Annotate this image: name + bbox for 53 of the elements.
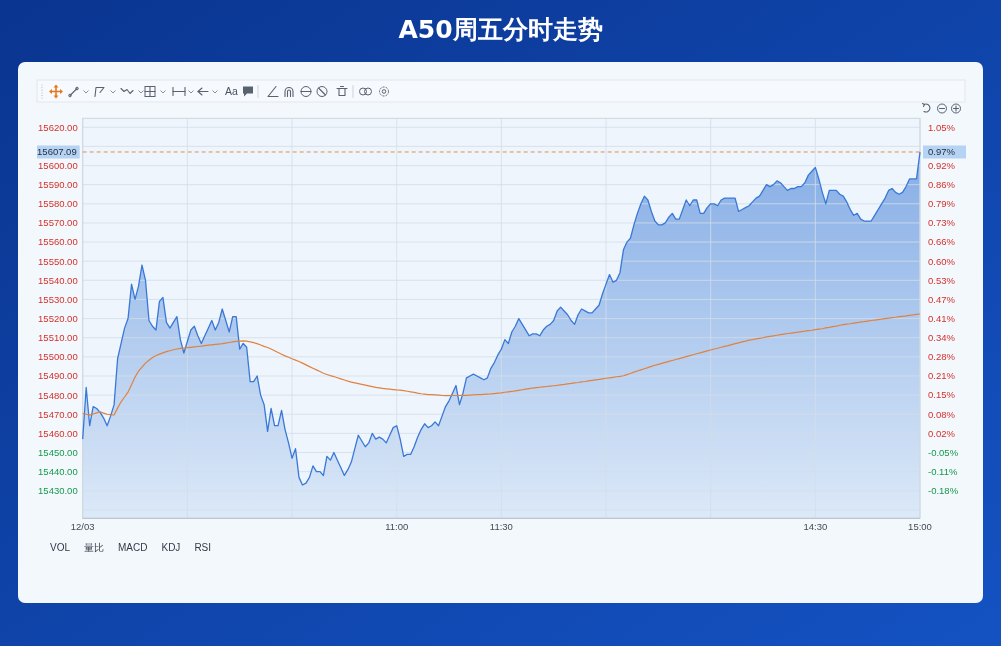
- y2-tick-label: 0.08%: [928, 408, 956, 420]
- y2-tick-label: -0.05%: [928, 446, 959, 458]
- text: 0.97%: [928, 146, 956, 158]
- x-tick-label: 15:00: [908, 520, 932, 532]
- y-tick-label: 15540.00: [38, 274, 78, 286]
- y-tick-label: 15500.00: [38, 351, 78, 363]
- x-tick-label: 11:00: [385, 520, 409, 532]
- y2-tick-label: 0.53%: [928, 274, 956, 286]
- text: MACD: [118, 542, 148, 553]
- y2-tick-label: 0.86%: [928, 179, 956, 191]
- chart-title: A50周五分时走势: [398, 15, 603, 44]
- y2-tick-label: 0.34%: [928, 332, 956, 344]
- y-tick-label: 15430.00: [38, 485, 78, 497]
- y2-tick-label: -0.18%: [928, 485, 959, 497]
- text: RSI: [194, 542, 212, 553]
- y2-tick-label: 0.66%: [928, 236, 956, 248]
- y2-tick-label: 0.60%: [928, 255, 956, 267]
- x-tick-label: 14:30: [803, 520, 828, 532]
- y2-tick-label: 0.15%: [928, 389, 956, 401]
- y2-tick-label: 0.21%: [928, 370, 956, 382]
- y-tick-label: 15580.00: [38, 198, 78, 210]
- y-tick-label: 15460.00: [38, 427, 78, 439]
- y2-tick-label: 0.73%: [928, 217, 956, 229]
- line-series: [82, 313, 921, 416]
- y-tick-label: 15620.00: [38, 121, 78, 133]
- y2-tick-label: 0.79%: [928, 198, 956, 210]
- y-tick-label: 15520.00: [38, 312, 78, 324]
- x-tick-label: 11:30: [489, 520, 513, 532]
- y2-tick-label: -0.11%: [928, 466, 958, 478]
- y2-tick-label: 0.92%: [928, 159, 956, 171]
- y-tick-label: 15470.00: [38, 408, 78, 420]
- y2-tick-label: 0.28%: [928, 351, 956, 363]
- y-tick-label: 15530.00: [38, 293, 78, 305]
- y-tick-label: 15560.00: [38, 236, 78, 248]
- text: VOL: [50, 542, 71, 553]
- x-tick-label: 12/03: [70, 520, 95, 532]
- y-tick-label: 15550.00: [38, 255, 78, 267]
- text: KDJ: [161, 542, 181, 553]
- y2-tick-label: 0.47%: [928, 293, 956, 305]
- y2-tick-label: 0.41%: [928, 312, 956, 324]
- y-tick-label: 15570.00: [38, 217, 78, 229]
- y-tick-label: 15590.00: [38, 179, 78, 191]
- text: 量比: [84, 542, 105, 553]
- y-tick-label: 15490.00: [38, 370, 78, 382]
- y2-tick-label: 1.05%: [928, 121, 956, 133]
- text: Aa: [225, 85, 238, 97]
- y2-tick-label: 0.02%: [928, 427, 956, 439]
- y-tick-label: 15600.00: [38, 159, 78, 171]
- y-tick-label: 15450.00: [38, 446, 78, 458]
- y-tick-label: 15510.00: [38, 332, 78, 344]
- ref-line-label: 15607.09: [37, 146, 77, 158]
- y-tick-label: 15440.00: [38, 466, 78, 478]
- y-tick-label: 15480.00: [38, 389, 78, 401]
